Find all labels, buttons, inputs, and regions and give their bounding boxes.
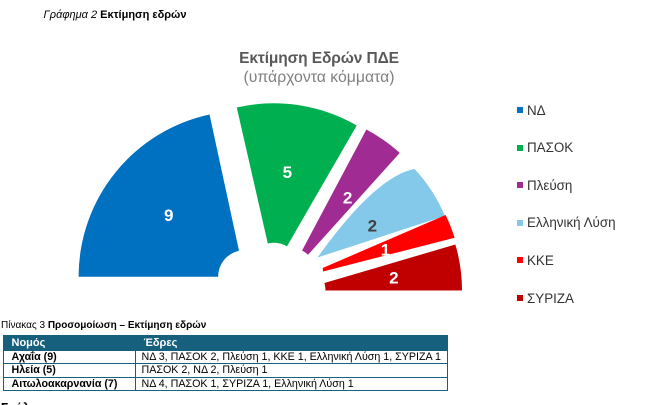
- svg-text:2: 2: [389, 269, 398, 288]
- svg-text:5: 5: [283, 163, 292, 182]
- svg-text:2: 2: [368, 217, 377, 236]
- svg-text:1: 1: [381, 241, 390, 260]
- svg-text:9: 9: [164, 206, 173, 225]
- svg-text:2: 2: [343, 188, 352, 207]
